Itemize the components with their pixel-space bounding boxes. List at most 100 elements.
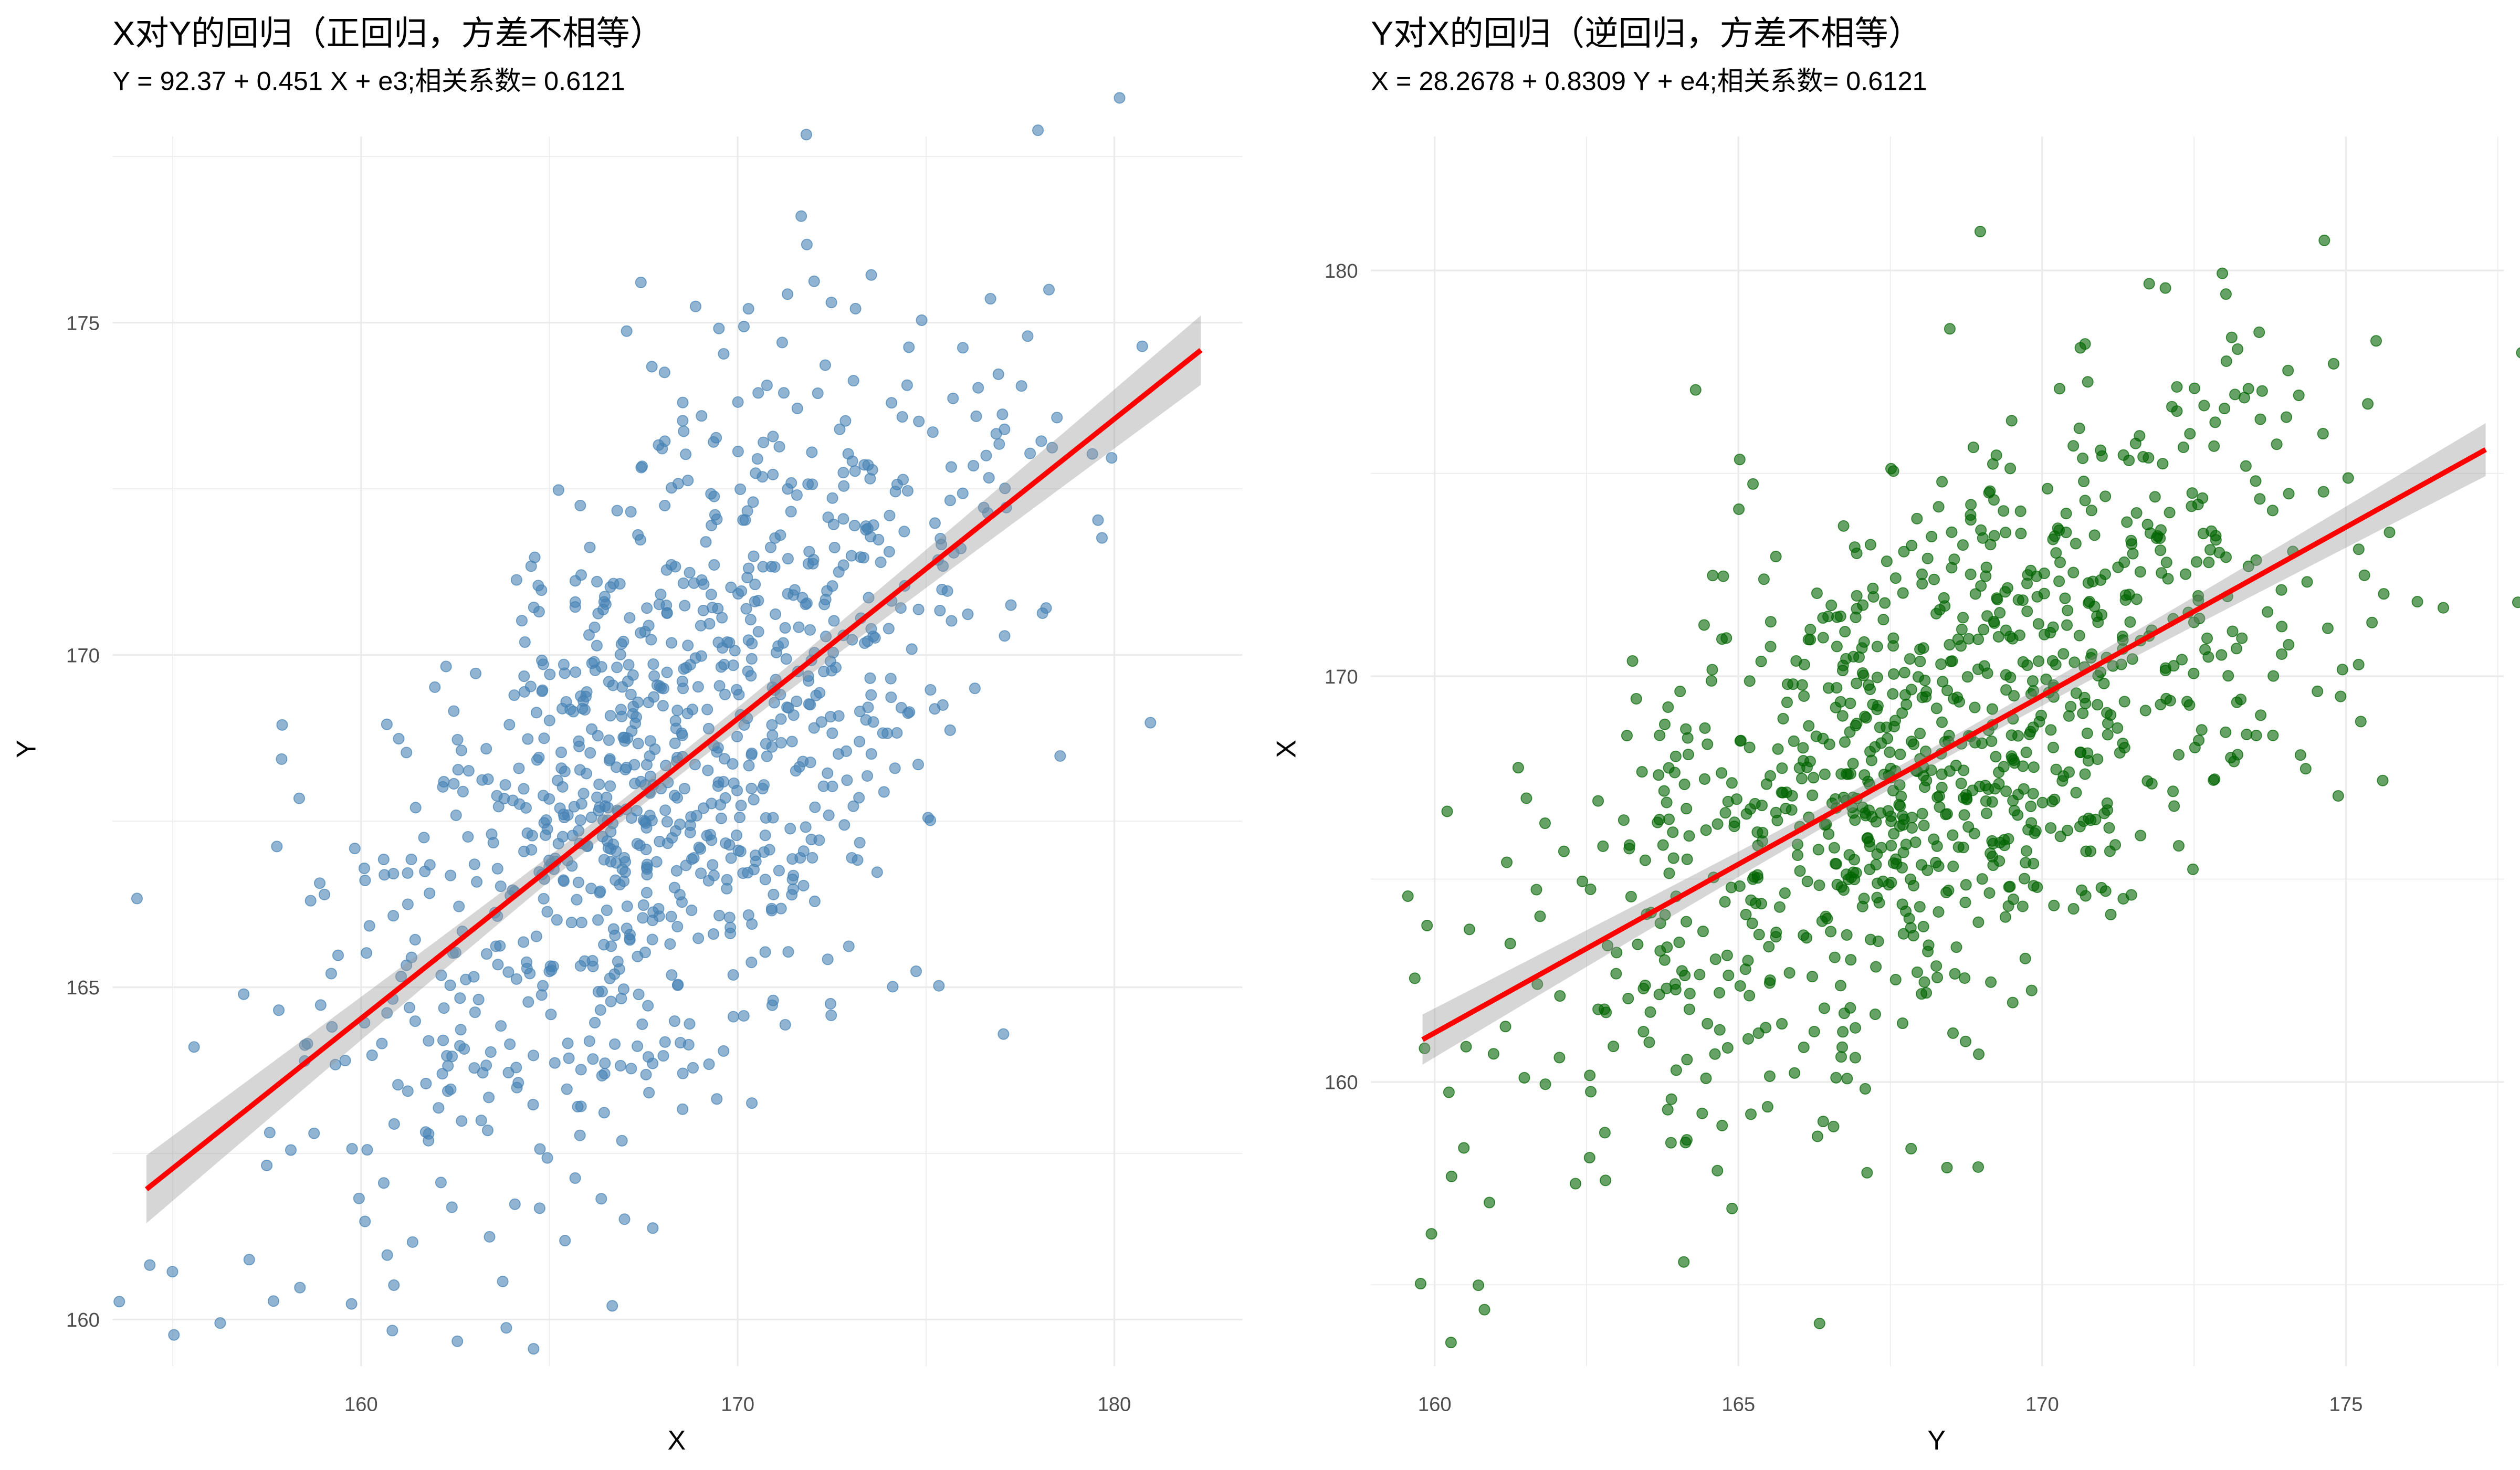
data-point [325,968,337,980]
data-point [1024,447,1036,459]
data-point [2025,984,2038,996]
data-point [2225,752,2237,764]
data-point [267,1295,279,1307]
data-point [1683,1003,1695,1015]
data-point [787,883,799,895]
data-point [719,792,731,804]
data-point [1487,1048,1499,1060]
data-point [647,1222,659,1234]
data-point [834,423,846,435]
data-point [1409,972,1421,984]
data-point [2004,463,2017,475]
data-point [1851,603,1863,615]
data-point [883,623,895,635]
data-point [388,1279,400,1291]
data-point [2074,821,2086,833]
data-point [1661,796,1673,808]
data-point [1845,954,1857,966]
data-point [2054,831,2066,843]
data-point [463,765,475,777]
data-point [2002,900,2014,912]
data-point [429,681,441,693]
data-point [1860,712,1872,724]
data-point [670,722,682,734]
data-point [1569,1178,1582,1190]
data-point [1744,990,1756,1002]
data-point [759,874,771,886]
data-point [536,989,548,1001]
data-point [999,482,1011,495]
data-point [875,556,887,569]
data-point [1751,826,1763,838]
data-point [782,702,794,714]
data-point [791,695,803,707]
data-point [1950,760,1962,772]
data-point [983,472,995,484]
data-point [1922,864,1934,876]
data-point [575,569,587,581]
data-point [1644,1006,1656,1018]
data-point [1584,1069,1596,1082]
data-point [1716,1119,1728,1131]
data-point [1040,602,1052,614]
data-point [668,1015,680,1027]
data-point [452,1335,464,1347]
data-point [631,838,643,850]
data-point [2033,655,2045,667]
data-point [2192,594,2204,606]
data-point [2210,534,2222,546]
data-point [1777,712,1789,724]
data-point [393,733,405,745]
data-point [423,1035,435,1047]
data-point [812,387,824,400]
data-point [293,792,305,804]
data-point [2203,556,2215,569]
data-point [1689,384,1702,396]
data-point [1930,607,1942,620]
data-point [2082,755,2094,767]
data-point [853,792,865,804]
data-point [2020,747,2032,759]
data-point [709,509,721,521]
data-point [1906,812,1918,824]
data-point [551,914,563,926]
data-point [2143,452,2155,464]
data-point [1096,532,1108,544]
data-point [1786,790,1798,802]
data-point [1728,816,1740,828]
data-point [703,1058,715,1070]
data-point [1869,1008,1881,1020]
data-point [538,817,550,829]
data-point [1747,478,1759,490]
data-point [990,428,1002,440]
data-point [2250,475,2262,487]
data-point [424,859,436,871]
data-point [764,541,777,553]
data-point [724,921,737,933]
data-point [1705,675,1717,687]
data-point [1811,1130,1823,1142]
data-point [742,303,754,315]
data-point [695,867,707,879]
data-point [2126,653,2138,665]
data-point [837,513,849,525]
data-point [1807,789,1819,801]
data-point [748,794,760,806]
data-point [773,865,785,877]
data-point [454,992,466,1004]
data-point [696,410,708,422]
data-point [716,612,728,624]
data-point [2196,724,2208,736]
data-point [1658,785,1670,797]
data-point [1764,974,1776,986]
data-point [409,933,421,946]
data-point [790,765,802,777]
data-point [1914,728,1926,740]
data-point [2149,491,2161,503]
data-point [469,1006,481,1018]
data-point [594,1004,606,1016]
data-point [2053,575,2065,587]
data-point [937,699,949,711]
data-point [887,981,899,993]
data-point [536,654,548,667]
